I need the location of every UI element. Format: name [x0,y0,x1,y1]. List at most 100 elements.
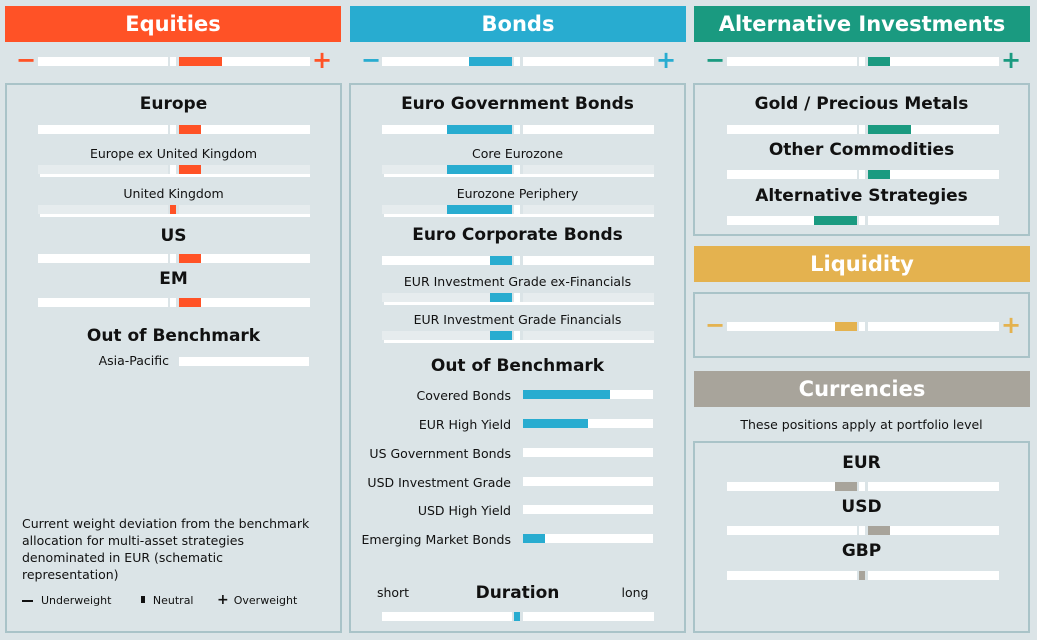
us-bar [38,254,310,263]
track-overweight [523,331,654,340]
neutral-marker [859,170,865,179]
track-underweight [382,57,512,66]
euro-government-bonds-label: Euro Government Bonds [401,94,634,114]
track-overweight [179,165,310,174]
track-underweight [38,205,168,214]
alternatives-header: Alternative Investments [694,6,1030,42]
bonds-panel [349,83,686,633]
asia-pacific-bar [179,357,309,366]
track-overweight [179,125,310,134]
legend-underweight: Underweight [41,594,112,607]
europe-ex-uk-label: Europe ex United Kingdom [89,146,258,161]
underline [384,340,654,343]
deviation-fill [814,216,857,225]
minus-icon: − [705,46,726,74]
alternatives-overall-bar [727,57,999,66]
currencies-note: These positions apply at portfolio level [740,417,983,432]
core-eurozone-bar [382,165,654,177]
gold-precious-metals-bar [727,125,999,134]
deviation-fill [447,165,512,174]
deviation-fill [859,571,865,580]
neutral-marker [170,298,176,307]
deviation-fill [490,256,512,265]
eur-bar [727,482,999,491]
neutral-marker [514,256,520,265]
overweight-icon: + [217,592,229,608]
currencies-header: Currencies [694,371,1030,407]
asia-pacific-label: Asia-Pacific [98,353,169,368]
neutral-marker [170,165,176,174]
underline [40,174,310,177]
euro-corporate-bonds-label: Euro Corporate Bonds [412,225,623,245]
neutral-marker [859,57,865,66]
track-overweight [868,571,999,580]
track-overweight [868,125,999,134]
underline [384,214,654,217]
alternative-strategies-label: Alternative Strategies [755,186,968,206]
neutral-marker [859,322,865,331]
deviation-fill [868,57,890,66]
underline [384,174,654,177]
track-overweight [523,205,654,214]
track-overweight [868,322,999,331]
neutral-marker [514,331,520,340]
neutral-marker [514,57,520,66]
legend: Underweight Neutral + Overweight [22,592,297,608]
track-underweight [727,170,857,179]
us-government-bonds-label: US Government Bonds [369,446,511,461]
track-overweight [523,165,654,174]
europe-label: Europe [139,94,208,114]
eur-ig-financials-bar [382,331,654,343]
eurozone-periphery-bar [382,205,654,217]
other-commodities-label: Other Commodities [768,140,955,160]
gold-precious-metals-label: Gold / Precious Metals [754,94,969,114]
plus-icon: + [656,46,677,74]
deviation-fill [868,125,911,134]
track-underweight [727,526,857,535]
neutral-marker [170,125,176,134]
track-underweight [727,571,857,580]
us-government-bonds-bar [523,448,653,457]
bonds-header-label: Bonds [481,12,555,36]
emerging-market-bonds-label: Emerging Market Bonds [361,532,511,547]
neutral-marker [170,254,176,263]
gbp-bar [727,571,999,580]
duration-bar [382,612,654,621]
plus-icon: + [1001,46,1022,74]
currencies-panel [693,441,1030,633]
europe-bar [38,125,310,134]
duration-short-label: short [376,585,410,600]
neutral-marker [170,57,176,66]
track-underweight [382,256,512,265]
track-underweight [727,216,857,225]
track-overweight [523,57,654,66]
neutral-marker [859,216,865,225]
usd-investment-grade-label: USD Investment Grade [367,475,511,490]
track-overweight [523,293,654,302]
currencies-header-label: Currencies [798,377,926,401]
eur-ig-ex-financials-bar [382,293,654,305]
neutral-marker [859,526,865,535]
minus-icon: − [705,311,726,339]
alternative-strategies-bar [727,216,999,225]
deviation-fill [179,125,201,134]
deviation-fill [490,293,512,302]
eur-high-yield-label: EUR High Yield [418,417,511,432]
eur-label: EUR [842,453,881,473]
track-underweight [382,612,512,621]
track-underweight [727,57,857,66]
equities-header-label: Equities [125,12,221,36]
track-overweight [868,216,999,225]
neutral-marker [514,125,520,134]
liquidity-panel [693,292,1030,358]
eur-ig-financials-label: EUR Investment Grade Financials [413,312,622,327]
united-kingdom-label: United Kingdom [123,186,224,201]
plus-icon: + [1001,311,1022,339]
equities-header: Equities [5,6,341,42]
track-overweight [179,205,310,214]
core-eurozone-label: Core Eurozone [471,146,564,161]
eur-high-yield-bar [523,419,653,428]
em-label: EM [159,269,188,289]
underweight-icon [22,600,33,602]
track-underweight [382,331,512,340]
